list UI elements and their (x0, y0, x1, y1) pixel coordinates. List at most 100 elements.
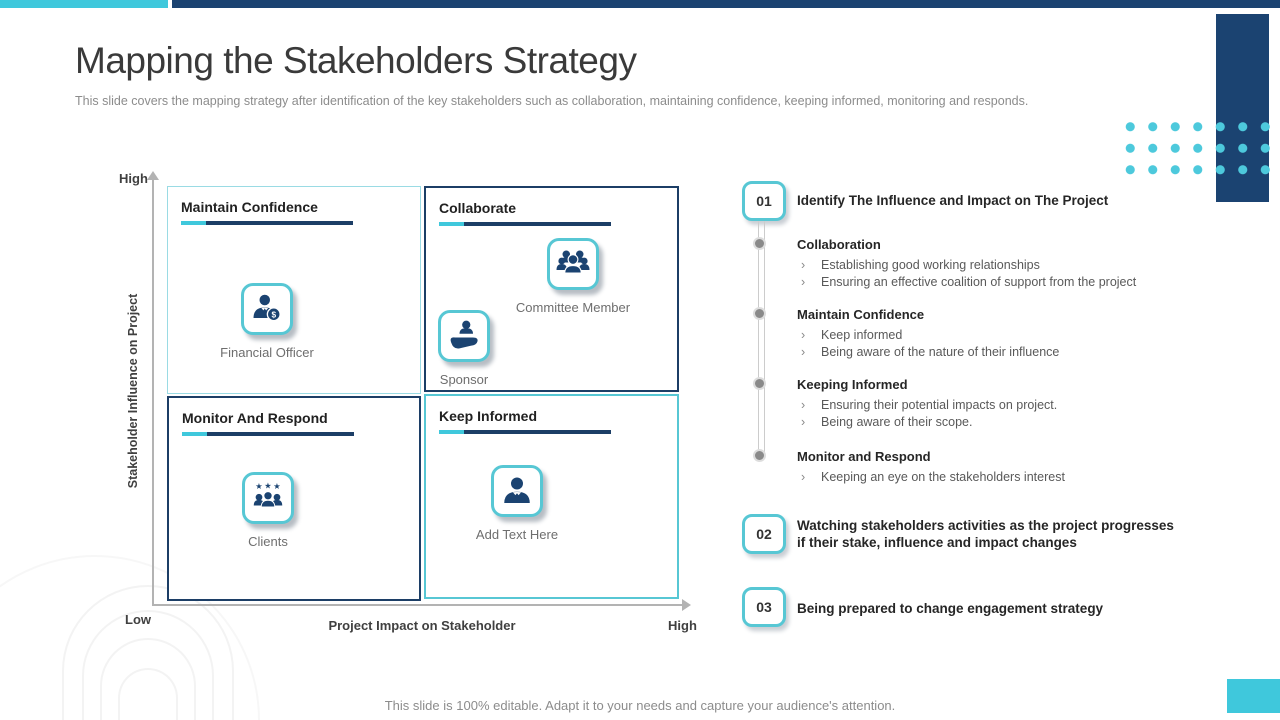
committee-member-icon (556, 250, 590, 274)
quadrant-maintain-confidence: Maintain Confidence $ Financ (167, 186, 421, 394)
underline-navy-segment (464, 430, 611, 434)
underline-navy-segment (206, 221, 353, 225)
clients-icon: ★ ★ ★ (253, 480, 283, 508)
y-axis-high-label: High (119, 171, 148, 186)
icon-tile (491, 465, 543, 517)
bullet-text: Ensuring their potential impacts on proj… (821, 398, 1058, 412)
section-title: Maintain Confidence (797, 307, 925, 322)
stakeholder-label: Sponsor (439, 372, 489, 387)
y-axis-title: Stakeholder Influence on Project (126, 293, 140, 489)
top-accent-bar-navy (172, 0, 1280, 8)
sponsor-icon (450, 320, 478, 349)
financial-officer-icon: $ (253, 294, 281, 322)
section-collaboration: Collaboration › Establishing good workin… (797, 237, 1227, 290)
x-axis-title: Project Impact on Stakeholder (328, 618, 516, 633)
stakeholder-committee-member: Committee Member (488, 238, 658, 315)
section-monitor-and-respond: Monitor and Respond › Keeping an eye on … (797, 449, 1227, 486)
x-axis-high-label: High (668, 618, 697, 633)
quadrant-keep-informed: Keep Informed Add Text Here (424, 394, 679, 599)
quadrant-collaborate: Collaborate Committee Membe (424, 186, 679, 392)
quadrant-title: Keep Informed (439, 408, 538, 424)
stakeholder-label: Financial Officer (220, 345, 314, 360)
step-02-heading: Watching stakeholders activities as the … (797, 518, 1174, 550)
bullet-item: › Being aware of their scope. (797, 414, 1227, 431)
quadrant-title: Monitor And Respond (182, 410, 328, 426)
top-accent-bar-teal (0, 0, 168, 8)
stakeholder-add-text-here: Add Text Here (457, 465, 577, 542)
svg-text:★: ★ (255, 481, 262, 491)
footer-note: This slide is 100% editable. Adapt it to… (384, 698, 896, 713)
step-02-badge: 02 (742, 514, 786, 554)
icon-tile (547, 238, 599, 290)
step-03-badge: 03 (742, 587, 786, 627)
quadrant-underline (181, 221, 420, 225)
section-maintain-confidence: Maintain Confidence › Keep informed › Be… (797, 307, 1227, 360)
quadrant-title: Collaborate (439, 200, 517, 216)
bullet-item: › Keep informed (797, 327, 1227, 344)
step-03-heading: Being prepared to change engagement stra… (797, 601, 1104, 616)
svg-text:$: $ (271, 310, 276, 319)
stakeholder-financial-officer: $ Financial Officer (211, 283, 323, 360)
quadrant-monitor-and-respond: Monitor And Respond ★ ★ ★ Clie (167, 396, 421, 601)
svg-text:★: ★ (264, 480, 271, 490)
quadrant-underline (439, 430, 677, 434)
underline-teal-segment (182, 432, 207, 436)
dots-pattern-decoration (1119, 116, 1277, 180)
bullet-text: Ensuring an effective coalition of suppo… (821, 274, 1137, 289)
chevron-bullet-icon: › (801, 274, 806, 289)
quadrant-underline (182, 432, 419, 436)
bullet-text: Keep informed (821, 328, 903, 342)
section-title: Collaboration (797, 237, 881, 252)
arc-decoration (100, 638, 196, 720)
quadrant-title: Maintain Confidence (181, 199, 318, 215)
timeline-dot (753, 237, 766, 250)
bullet-text: Being aware of the nature of their influ… (821, 344, 1060, 359)
bullet-text: Keeping an eye on the stakeholders inter… (821, 470, 1065, 484)
bullet-text: Being aware of their scope. (821, 414, 973, 429)
y-axis-line (152, 178, 154, 605)
underline-teal-segment (439, 430, 464, 434)
bullet-item: › Establishing good working relationship… (797, 257, 1227, 274)
bullet-item: › Ensuring an effective coalition of sup… (797, 274, 1227, 291)
x-axis-arrow-icon (682, 599, 691, 611)
chevron-bullet-icon: › (801, 258, 806, 272)
stakeholder-label: Add Text Here (475, 527, 559, 542)
step-01-heading: Identify The Influence and Impact on The… (797, 193, 1109, 208)
underline-teal-segment (181, 221, 206, 225)
y-axis-arrow-icon (147, 171, 159, 180)
icon-tile (438, 310, 490, 362)
underline-navy-segment (464, 222, 611, 226)
bullet-item: › Keeping an eye on the stakeholders int… (797, 469, 1227, 486)
bullet-item: › Ensuring their potential impacts on pr… (797, 397, 1227, 414)
chevron-bullet-icon: › (801, 344, 806, 359)
underline-navy-segment (207, 432, 354, 436)
timeline-dot (753, 377, 766, 390)
page-subtitle: This slide covers the mapping strategy a… (75, 94, 1029, 108)
underline-teal-segment (439, 222, 464, 226)
section-title: Monitor and Respond (797, 449, 931, 464)
chevron-bullet-icon: › (801, 414, 806, 429)
person-icon (504, 477, 530, 503)
stakeholder-sponsor: Sponsor (426, 310, 502, 387)
page-title: Mapping the Stakeholders Strategy (75, 40, 637, 81)
chevron-bullet-icon: › (801, 398, 806, 412)
chevron-bullet-icon: › (801, 328, 806, 342)
corner-teal-rectangle (1227, 679, 1280, 713)
step-01-badge: 01 (742, 181, 786, 221)
stakeholder-label: Clients (248, 534, 288, 549)
bullet-text: Establishing good working relationships (821, 258, 1040, 272)
y-axis-low-label: Low (125, 612, 151, 627)
step-number: 03 (756, 599, 772, 615)
timeline-dot (753, 449, 766, 462)
x-axis-line (152, 604, 684, 606)
icon-tile: $ (241, 283, 293, 335)
section-title: Keeping Informed (797, 377, 908, 392)
step-number: 01 (756, 193, 772, 209)
chevron-bullet-icon: › (801, 470, 806, 484)
stakeholder-label: Committee Member (515, 300, 631, 315)
arc-decoration (82, 610, 214, 720)
step-number: 02 (756, 526, 772, 542)
timeline-track (758, 221, 765, 459)
quadrant-underline (439, 222, 677, 226)
